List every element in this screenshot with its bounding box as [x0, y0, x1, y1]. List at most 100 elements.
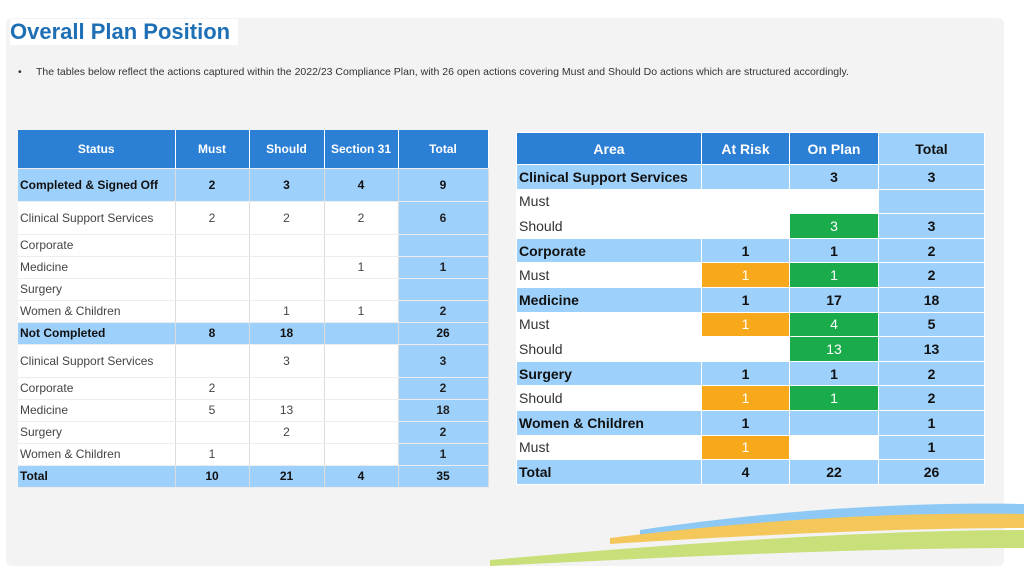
row-label: Women & Children: [516, 409, 702, 436]
cell-section-31: [324, 344, 399, 378]
table-row: Should 13 13: [516, 336, 985, 362]
cell-at-risk: 1: [701, 286, 790, 313]
cell-section-31: 4: [324, 168, 399, 202]
cell-at-risk: 1: [701, 434, 790, 461]
row-label: Corporate: [18, 377, 176, 400]
cell-section-31: [324, 443, 399, 466]
cell-total: 2: [878, 385, 985, 411]
table-row-group: Corporate 1 1 2: [516, 237, 985, 264]
table-row: Corporate 2 2: [18, 377, 489, 400]
table-row: Clinical Support Services 3 3: [18, 344, 489, 378]
row-label: Medicine: [18, 256, 176, 279]
cell-should: [249, 278, 325, 301]
cell-on-plan: 1: [789, 360, 879, 387]
cell-must: 5: [175, 399, 250, 422]
row-label: Should: [516, 213, 702, 239]
cell-at-risk: 1: [701, 262, 790, 288]
cell-on-plan: [789, 409, 879, 436]
cell-on-plan: 13: [789, 336, 879, 362]
row-label: Corporate: [18, 234, 176, 257]
table-row-group: Medicine 1 17 18: [516, 286, 985, 313]
cell-should: [249, 256, 325, 279]
cell-must: 10: [175, 465, 250, 488]
cell-on-plan: 3: [789, 164, 879, 190]
row-label: Must: [516, 434, 702, 461]
row-label: Clinical Support Services: [18, 344, 176, 378]
cell-total: 2: [878, 237, 985, 264]
cell-total: 6: [398, 201, 489, 235]
cell-section-31: [324, 322, 399, 345]
row-label: Must: [516, 188, 702, 215]
cell-section-31: [324, 377, 399, 400]
cell-total: 13: [878, 336, 985, 362]
row-label: Total: [18, 465, 176, 488]
row-label: Must: [516, 311, 702, 338]
cell-total: 2: [878, 262, 985, 288]
cell-at-risk: [701, 164, 790, 190]
row-label: Medicine: [18, 399, 176, 422]
cell-at-risk: 1: [701, 409, 790, 436]
cell-total: 9: [398, 168, 489, 202]
cell-must: [175, 234, 250, 257]
row-label: Not Completed: [18, 322, 176, 345]
table-row: Women & Children 1 1: [18, 443, 489, 466]
cell-section-31: [324, 278, 399, 301]
cell-total: 26: [398, 322, 489, 345]
row-label: Total: [516, 459, 702, 485]
table-row: Women & Children 1 1 2: [18, 300, 489, 323]
header-should: Should: [249, 130, 325, 169]
row-label: Women & Children: [18, 443, 176, 466]
cell-section-31: [324, 399, 399, 422]
cell-at-risk: 1: [701, 311, 790, 338]
table-row-group: Clinical Support Services 3 3: [516, 164, 985, 190]
header-total: Total: [398, 130, 489, 169]
cell-should: 21: [249, 465, 325, 488]
cell-total: 2: [398, 377, 489, 400]
table-row-group: Women & Children 1 1: [516, 409, 985, 436]
row-label: Should: [516, 385, 702, 411]
header-at-risk: At Risk: [701, 132, 790, 165]
cell-should: 1: [249, 300, 325, 323]
cell-total: 3: [878, 213, 985, 239]
cell-total: [398, 278, 489, 301]
bullet-marker: •: [18, 66, 22, 78]
cell-total: 18: [878, 286, 985, 313]
cell-section-31: 2: [324, 201, 399, 235]
decorative-swoosh: [490, 503, 1024, 566]
cell-total: 1: [398, 256, 489, 279]
cell-total: 26: [878, 459, 985, 485]
intro-bullet: • The tables below reflect the actions ca…: [18, 66, 849, 78]
cell-section-31: 1: [324, 256, 399, 279]
table-row: Should 3 3: [516, 213, 985, 239]
row-label: Surgery: [516, 360, 702, 387]
row-label: Surgery: [18, 278, 176, 301]
cell-section-31: [324, 421, 399, 444]
header-total: Total: [878, 132, 985, 165]
cell-total: 2: [398, 300, 489, 323]
cell-on-plan: 22: [789, 459, 879, 485]
cell-at-risk: [701, 213, 790, 239]
table-row-completed: Completed & Signed Off 2 3 4 9: [18, 168, 489, 202]
cell-should: 3: [249, 168, 325, 202]
cell-should: 2: [249, 421, 325, 444]
header-on-plan: On Plan: [789, 132, 879, 165]
area-table: Area At Risk On Plan Total Clinical Supp…: [516, 132, 985, 485]
cell-total: [398, 234, 489, 257]
cell-total: 5: [878, 311, 985, 338]
table-row: Must: [516, 188, 985, 215]
cell-must: 2: [175, 201, 250, 235]
table-row: Corporate: [18, 234, 489, 257]
table-row-total: Total 4 22 26: [516, 459, 985, 485]
row-label: Should: [516, 336, 702, 362]
cell-total: 35: [398, 465, 489, 488]
row-label: Clinical Support Services: [18, 201, 176, 235]
cell-on-plan: 4: [789, 311, 879, 338]
area-table-header: Area At Risk On Plan Total: [516, 132, 985, 165]
cell-total: [878, 188, 985, 215]
header-status: Status: [18, 130, 176, 169]
cell-total: 1: [878, 434, 985, 461]
row-label: Must: [516, 262, 702, 288]
cell-at-risk: [701, 188, 790, 215]
status-table: Status Must Should Section 31 Total Comp…: [18, 130, 489, 488]
table-row: Must 1 4 5: [516, 311, 985, 338]
